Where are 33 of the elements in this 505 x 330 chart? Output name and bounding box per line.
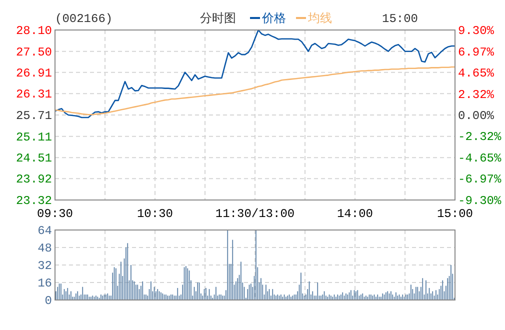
legend-label: 均线 [307, 11, 332, 25]
y-tick-label: 23.32 [16, 194, 52, 208]
chart-title: (002166) [55, 12, 113, 26]
y2-tick-label: -6.97% [458, 172, 502, 187]
y2-tick-label: 4.65% [458, 66, 495, 80]
x-tick-label: 11:30/13:00 [215, 207, 295, 221]
text: 15:00 [382, 12, 418, 26]
y2-tick-label: -2.32% [458, 130, 502, 144]
y-tick-label: 28.10 [16, 24, 52, 38]
y-tick-label: 16 [38, 276, 52, 290]
y-tick-label: 26.91 [16, 66, 52, 80]
x-tick-label: 10:30 [136, 207, 174, 221]
y-tick-label: 64 [38, 224, 52, 238]
y-tick-label: 0 [44, 294, 52, 308]
y-tick-label: 27.50 [16, 45, 52, 60]
y-tick-label: 26.31 [16, 88, 52, 102]
y-tick-label: 25.71 [16, 109, 52, 123]
legend-label: 价格 [261, 11, 286, 25]
y2-tick-label: 2.32% [458, 88, 495, 102]
x-tick-label: 09:30 [36, 207, 74, 221]
y-tick-label: 32 [38, 259, 52, 273]
y2-tick-label: 0.00% [458, 109, 495, 123]
y-tick-label: 23.92 [16, 172, 52, 187]
y2-tick-label: 6.97% [458, 45, 495, 60]
x-tick-label: 14:00 [336, 207, 374, 221]
y-tick-label: 25.11 [16, 130, 52, 144]
x-tick-label: 15:00 [436, 207, 474, 221]
y-tick-label: 24.51 [16, 152, 52, 166]
chart-subtitle: 分时图 [200, 11, 236, 25]
y2-tick-label: -9.30% [458, 194, 502, 208]
y-tick-label: 48 [38, 242, 52, 256]
y2-tick-label: 9.30% [458, 24, 495, 38]
y2-tick-label: -4.65% [458, 152, 502, 166]
